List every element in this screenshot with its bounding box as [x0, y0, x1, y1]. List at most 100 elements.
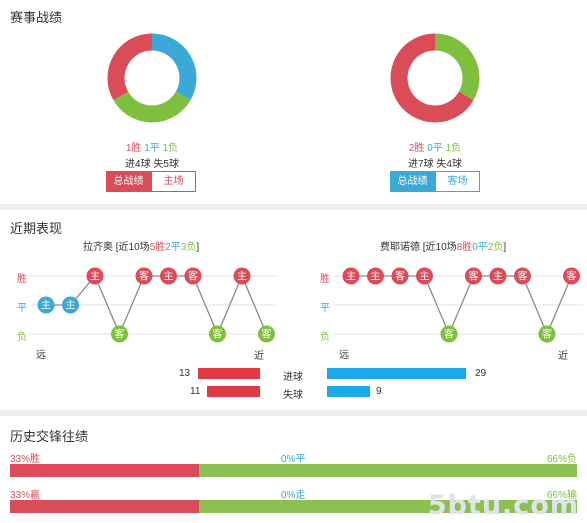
away-total-button[interactable]: 总战绩	[390, 171, 435, 192]
form-point-label: 主	[493, 271, 503, 283]
home-y-win-label: 胜	[17, 274, 27, 285]
home-y-draw-label: 平	[17, 303, 27, 314]
form-point-label: 客	[567, 270, 577, 283]
form-point-label: 客	[139, 270, 149, 283]
away-recent-header: 费耶诺德 [近10场8胜0平2负]	[380, 238, 506, 253]
record-panel: 赛事战绩 1胜 1平 1负 进4球 失5球 总战绩 主场 2胜 0平 1负 进7…	[0, 0, 587, 204]
home-losses: 1负	[162, 143, 179, 154]
form-point-dot	[111, 325, 128, 343]
conceded-label: 失球	[283, 390, 303, 401]
form-point: 客	[111, 325, 128, 343]
form-point-dot	[233, 267, 251, 285]
away-scored-bar	[327, 368, 467, 379]
form-point-label: 主	[420, 271, 430, 283]
away-record-donut	[390, 33, 480, 123]
scored-label: 进球	[283, 372, 303, 383]
home-recent-losses: 3负	[180, 242, 197, 253]
form-point-dot	[538, 325, 556, 343]
away-near-label: 近	[558, 351, 568, 362]
away-team-name: 费耶诺德	[380, 242, 420, 253]
form-point-label: 客	[188, 270, 198, 283]
away-conceded-bar	[327, 386, 371, 397]
loss-slice	[434, 33, 480, 101]
away-conceded-value: 9	[376, 386, 382, 397]
home-near-label: 近	[254, 351, 264, 362]
history-panel: 历史交锋往绩 33%胜 0%平 66%负 33%赢 0%走 66%输 5btu.…	[0, 416, 587, 523]
home-far-label: 远	[36, 350, 46, 361]
away-y-draw-label: 平	[320, 303, 330, 314]
away-wins: 2胜	[408, 143, 425, 154]
home-y-loss-label: 负	[17, 332, 27, 343]
form-point-dot	[367, 267, 384, 285]
home-draws: 1平	[144, 143, 160, 154]
form-point-label: 客	[262, 328, 272, 341]
form-point-dot	[342, 267, 360, 285]
history-row1-mid: 0%平	[281, 454, 306, 465]
win-slice	[107, 33, 153, 101]
form-point-dot	[258, 325, 275, 343]
recent-form-panel: 近期表现 拉齐奥 [近10场5胜2平3负] 费耶诺德 [近10场8胜0平2负] …	[0, 210, 587, 410]
form-point-dot	[563, 267, 580, 285]
form-point-dot	[440, 325, 458, 343]
form-line	[46, 274, 268, 336]
away-recent-prefix: [近10场	[422, 242, 457, 253]
form-point-dot	[86, 267, 104, 285]
form-point-label: 客	[469, 270, 479, 283]
away-form-chart: 主主客主客客主客客客	[333, 267, 583, 343]
form-point-dot	[489, 267, 507, 285]
away-recent-draws: 0平	[472, 242, 488, 253]
form-point: 客	[538, 325, 556, 343]
draw-slice	[151, 33, 197, 101]
form-point-dot	[135, 267, 153, 285]
form-point-dot	[209, 325, 226, 343]
form-point-dot	[62, 296, 79, 314]
form-point: 客	[514, 267, 531, 285]
away-y-loss-label: 负	[320, 332, 330, 343]
form-point-label: 客	[395, 270, 405, 283]
away-away-button[interactable]: 客场	[435, 171, 480, 192]
form-point: 客	[184, 267, 202, 285]
form-point: 客	[209, 325, 226, 343]
form-point-label: 客	[542, 328, 552, 341]
form-point: 主	[160, 267, 177, 285]
away-far-label: 远	[339, 350, 349, 361]
home-form-chart: 主主主客客主客客主客	[30, 267, 275, 343]
form-point: 客	[465, 267, 482, 285]
form-point: 客	[440, 325, 458, 343]
form-point-label: 客	[115, 328, 125, 341]
history-row2-right: 66%输	[546, 490, 577, 501]
section-title-record: 赛事战绩	[10, 10, 63, 25]
form-point-dot	[391, 267, 409, 285]
away-recent-losses: 2负	[487, 242, 504, 253]
home-recent-draws: 2平	[165, 242, 181, 253]
form-point: 主	[62, 296, 79, 314]
form-point: 客	[135, 267, 153, 285]
home-conceded-bar	[207, 386, 260, 397]
away-draws: 0平	[427, 143, 443, 154]
section-title-history: 历史交锋往绩	[10, 429, 89, 444]
home-home-button[interactable]: 主场	[151, 171, 196, 192]
form-point: 主	[233, 267, 251, 285]
watermark-logo: 5btu.com	[427, 490, 579, 521]
history-row2-left: 33%赢	[10, 490, 41, 501]
form-line	[351, 275, 573, 336]
away-record-summary: 2胜 0平 1负	[385, 139, 485, 154]
form-point-dot	[416, 267, 433, 285]
form-point: 客	[258, 325, 275, 343]
away-recent-wins: 8胜	[456, 242, 473, 253]
away-y-win-label: 胜	[320, 274, 330, 285]
home-total-button[interactable]: 总战绩	[106, 171, 151, 192]
away-recent-suffix: ]	[503, 242, 507, 253]
form-point-label: 客	[518, 270, 528, 283]
form-point: 主	[37, 296, 55, 314]
form-point: 主	[86, 267, 104, 285]
home-goals-summary: 进4球 失5球	[125, 159, 179, 170]
home-recent-prefix: [近10场	[115, 242, 150, 253]
form-point: 主	[367, 267, 384, 285]
home-record-summary: 1胜 1平 1负	[102, 139, 202, 154]
form-point-label: 主	[90, 271, 100, 283]
form-point: 主	[416, 267, 433, 285]
history-row2-win-bar	[10, 500, 199, 513]
home-recent-wins: 5胜	[149, 242, 166, 253]
form-point-dot	[160, 267, 177, 285]
